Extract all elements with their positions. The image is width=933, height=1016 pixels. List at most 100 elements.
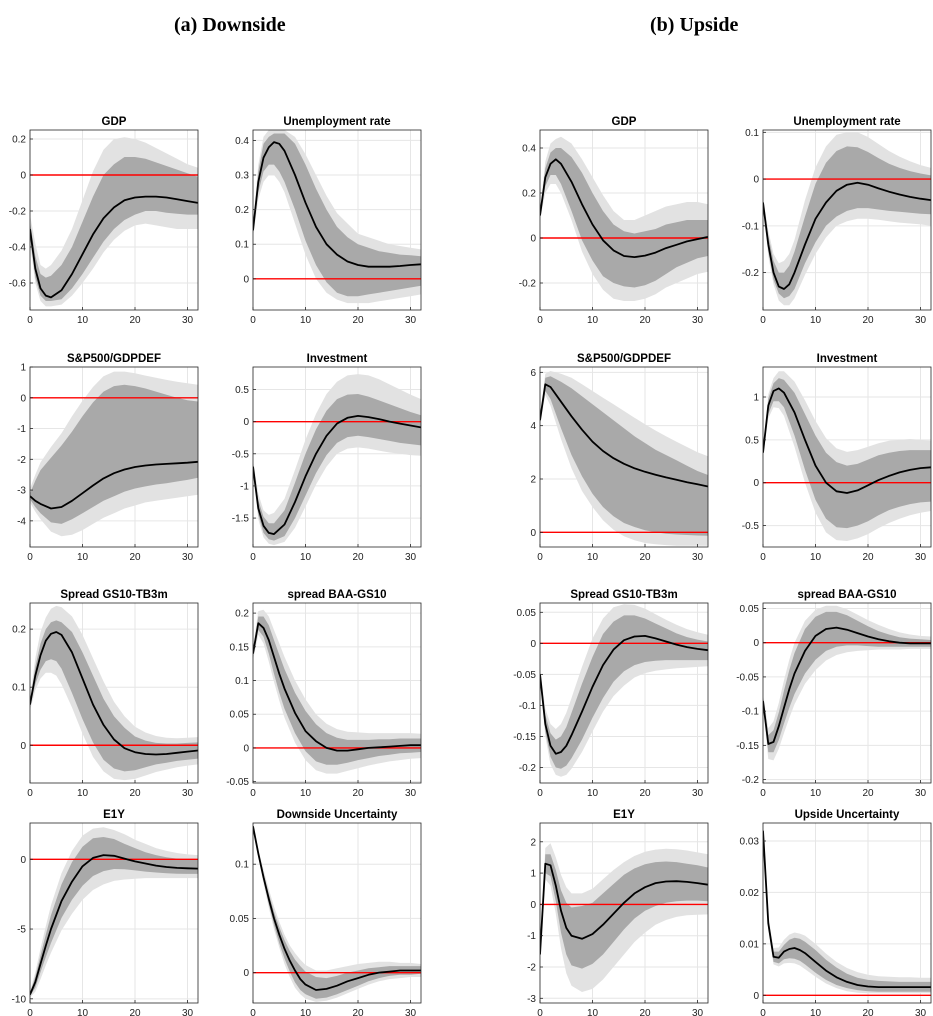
y-tick-label: -1.5 <box>232 514 250 525</box>
x-tick-label: 20 <box>862 1008 874 1016</box>
irf-panel: 0 10 20 30 0.2 0.1 0 Spread GS10-TB3m <box>12 589 199 799</box>
irf-panel: 0 10 20 30 0.05 0 -0.05 -0.1 -0.15 -0.2 Spread GS1… <box>513 589 709 799</box>
x-tick-label: 30 <box>182 552 194 563</box>
x-tick-label: 30 <box>915 315 927 326</box>
axes-frame <box>252 602 422 784</box>
y-tick-label: 0 <box>530 900 536 911</box>
axes-frame <box>29 822 199 1004</box>
y-tick-label: 0 <box>20 855 26 866</box>
y-tick-label: 0.1 <box>745 128 759 139</box>
x-tick-label: 30 <box>405 788 417 799</box>
x-tick-label: 30 <box>405 1008 417 1016</box>
median-response-line <box>763 387 931 494</box>
y-tick-label: 0 <box>530 234 536 245</box>
y-tick-label: 0.1 <box>235 676 249 687</box>
panel-title: Unemployment rate <box>283 116 390 128</box>
x-tick-label: 10 <box>300 788 312 799</box>
y-tick-label: 0.1 <box>235 860 249 871</box>
median-response-line <box>763 830 931 988</box>
median-response-line <box>540 383 708 488</box>
x-tick-label: 0 <box>537 788 543 799</box>
axes-frame <box>762 129 932 311</box>
y-tick-label: 0 <box>753 175 759 186</box>
axes-frame <box>29 366 199 548</box>
x-tick-label: 10 <box>77 552 89 563</box>
x-tick-label: 0 <box>27 552 33 563</box>
y-tick-label: -3 <box>17 486 26 497</box>
median-response-line <box>253 622 421 752</box>
y-tick-label: 1 <box>20 363 26 374</box>
y-tick-label: 4 <box>530 421 536 432</box>
median-response-line <box>540 635 708 755</box>
y-tick-label: 0.05 <box>517 608 537 619</box>
axes-frame <box>539 129 709 311</box>
x-tick-label: 0 <box>27 788 33 799</box>
y-tick-label: 0.01 <box>740 939 760 950</box>
y-tick-label: 0.03 <box>740 837 760 848</box>
y-tick-label: -5 <box>17 925 26 936</box>
inner-confidence-band <box>763 378 931 529</box>
y-tick-label: -0.2 <box>742 268 760 279</box>
panel-title: E1Y <box>103 809 125 821</box>
x-tick-label: 20 <box>352 315 364 326</box>
x-tick-label: 0 <box>760 1008 766 1016</box>
y-tick-label: -0.05 <box>513 670 536 681</box>
x-tick-label: 0 <box>760 788 766 799</box>
x-tick-label: 20 <box>639 1008 651 1016</box>
irf-panel: 0 10 20 30 1 0.5 0 -0.5 Investment <box>742 353 932 563</box>
median-response-line <box>253 141 421 268</box>
median-response-line <box>30 195 198 299</box>
x-tick-label: 30 <box>915 788 927 799</box>
panel-title: spread BAA-GS10 <box>287 589 386 601</box>
panel-title: Spread GS10-TB3m <box>570 589 677 601</box>
inner-confidence-band <box>763 830 931 992</box>
x-tick-label: 30 <box>692 1008 704 1016</box>
inner-confidence-band <box>763 611 931 753</box>
x-tick-label: 30 <box>405 315 417 326</box>
x-tick-label: 20 <box>862 552 874 563</box>
y-tick-label: 0.5 <box>235 385 249 396</box>
y-tick-label: -0.2 <box>9 207 27 218</box>
panel-title: Upside Uncertainty <box>795 809 900 821</box>
x-tick-label: 10 <box>300 552 312 563</box>
inner-confidence-band <box>540 854 708 969</box>
panel-title: Unemployment rate <box>793 116 900 128</box>
y-tick-label: 0.4 <box>522 144 536 155</box>
y-tick-label: 0.2 <box>12 625 26 636</box>
median-response-line <box>253 826 421 991</box>
y-tick-label: -10 <box>12 994 27 1005</box>
panel-title: spread BAA-GS10 <box>797 589 896 601</box>
y-tick-label: 0.05 <box>230 914 250 925</box>
axes-frame <box>29 129 199 311</box>
y-tick-label: -0.4 <box>9 243 27 254</box>
x-tick-label: 10 <box>810 315 822 326</box>
x-tick-label: 10 <box>300 315 312 326</box>
y-tick-label: 0 <box>20 171 26 182</box>
irf-panel: 0 10 20 30 0.03 0.02 0.01 0 Upside Uncertainty <box>740 809 932 1016</box>
x-tick-label: 10 <box>77 788 89 799</box>
x-tick-label: 30 <box>915 552 927 563</box>
panel-title: Investment <box>817 353 878 365</box>
x-tick-label: 30 <box>692 788 704 799</box>
x-tick-label: 0 <box>27 315 33 326</box>
y-tick-label: -0.2 <box>519 763 537 774</box>
x-tick-label: 0 <box>760 315 766 326</box>
x-tick-label: 10 <box>77 1008 89 1016</box>
x-tick-label: 10 <box>810 788 822 799</box>
irf-panel: 0 10 20 30 0 -5 -10 E1Y <box>12 809 199 1016</box>
y-tick-label: -0.1 <box>742 221 760 232</box>
y-tick-label: -0.1 <box>519 701 537 712</box>
x-tick-label: 0 <box>537 552 543 563</box>
y-tick-label: -0.2 <box>519 279 537 290</box>
y-tick-label: -3 <box>527 994 536 1005</box>
y-tick-label: 0.3 <box>235 171 249 182</box>
inner-confidence-band <box>540 148 708 288</box>
x-tick-label: 10 <box>587 1008 599 1016</box>
y-tick-label: 1 <box>753 393 759 404</box>
x-tick-label: 30 <box>182 1008 194 1016</box>
y-tick-label: 0.4 <box>235 136 249 147</box>
panel-title: Spread GS10-TB3m <box>60 589 167 601</box>
x-tick-label: 0 <box>537 315 543 326</box>
outer-confidence-band <box>253 826 421 1002</box>
